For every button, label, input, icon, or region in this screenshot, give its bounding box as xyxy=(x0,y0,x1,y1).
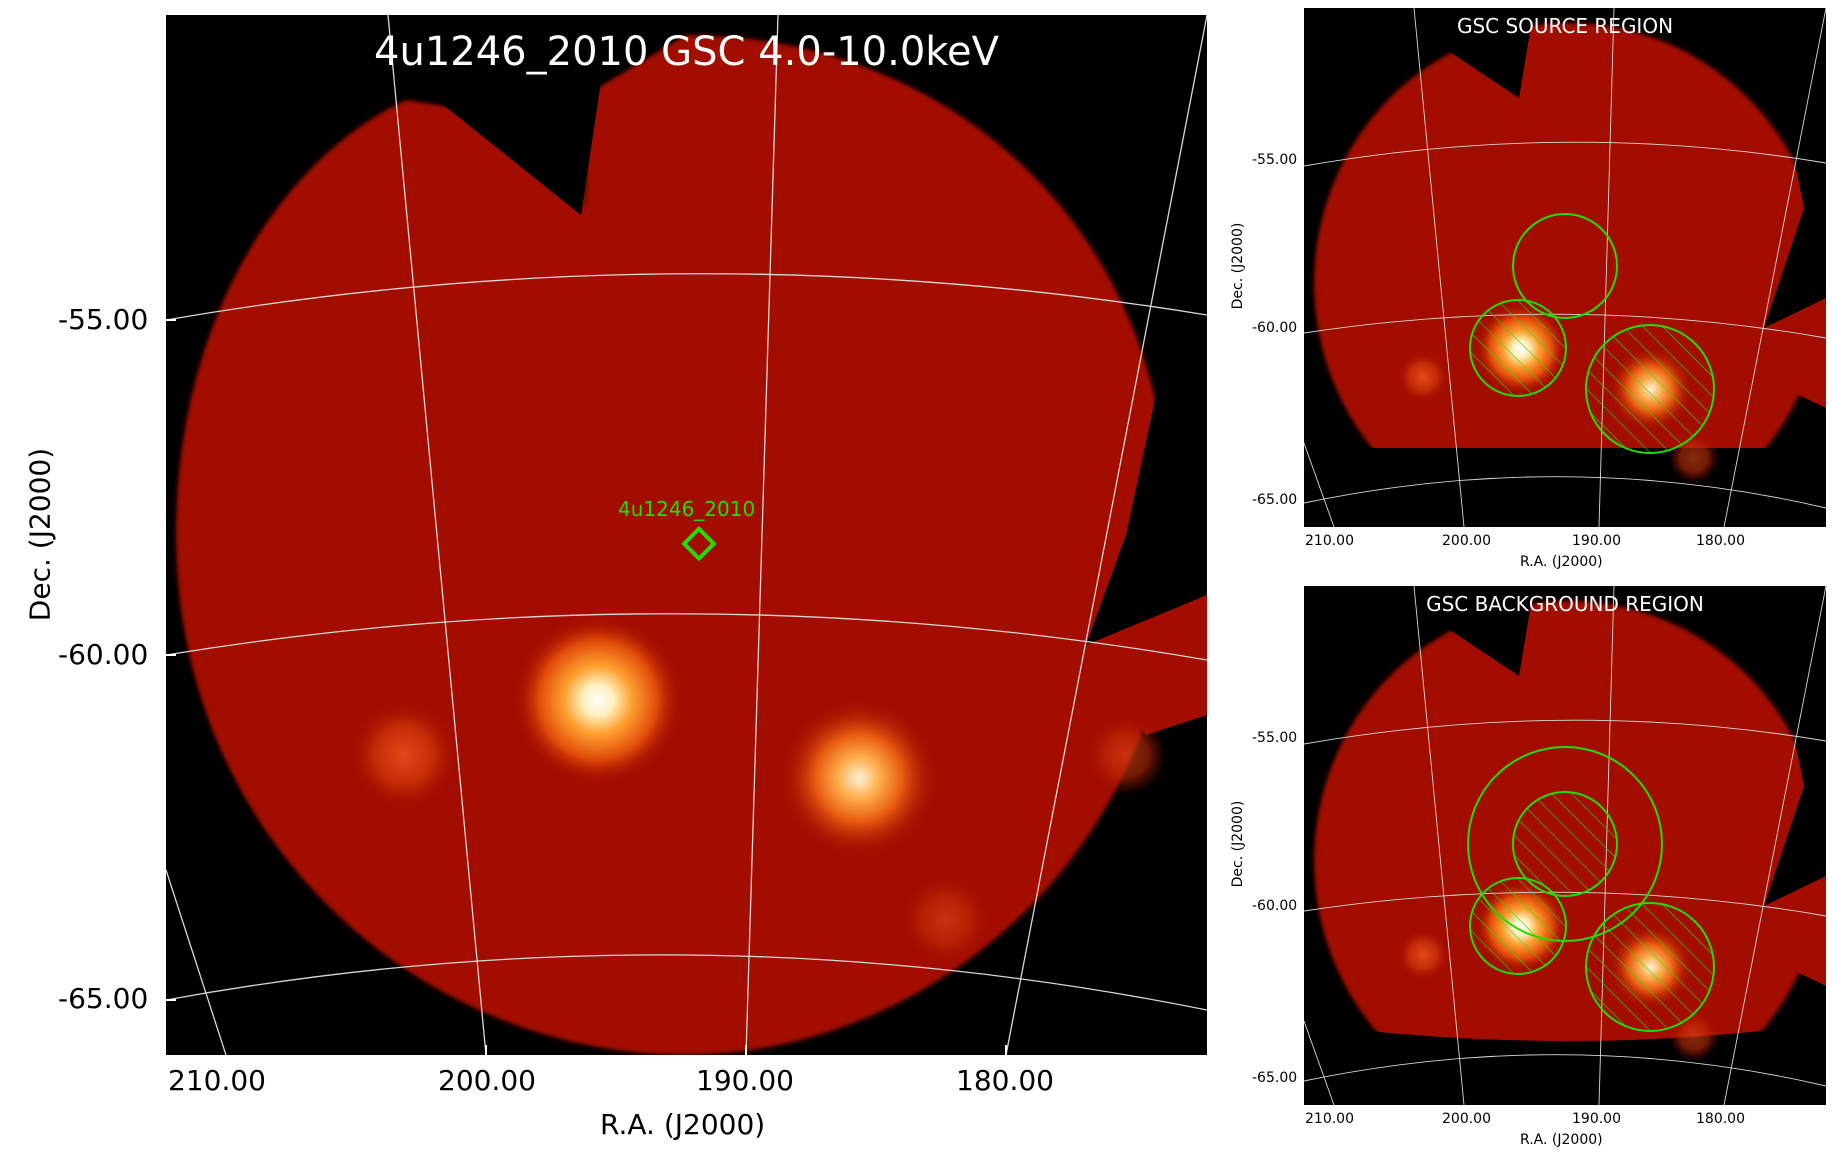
excluded-region-left xyxy=(1469,299,1567,397)
src-x-tick-3: 180.00 xyxy=(1696,533,1745,549)
bg-x-tick-1: 200.00 xyxy=(1442,1111,1491,1127)
source-panel-title: GSC SOURCE REGION xyxy=(1456,14,1674,38)
bg-x-tick-0: 210.00 xyxy=(1305,1111,1354,1127)
src-y-tick-2: -65.00 xyxy=(1252,492,1298,508)
source-marker-diamond xyxy=(681,526,717,562)
background-annulus-inner xyxy=(1512,791,1618,897)
main-x-tick-2: 190.00 xyxy=(696,1064,794,1097)
faint-source-right xyxy=(1086,715,1166,795)
field-of-view xyxy=(176,35,1207,1055)
src-x-tick-2: 190.00 xyxy=(1572,533,1621,549)
bg-y-tick-0: -55.00 xyxy=(1252,730,1298,746)
main-sky-image: 4u1246_2010 GSC 4.0-10.0keV 4u1246_2010 xyxy=(166,15,1207,1055)
src-y-tick-1: -60.00 xyxy=(1252,320,1298,336)
main-y-tick-1: -60.00 xyxy=(58,638,149,671)
main-title: 4u1246_2010 GSC 4.0-10.0keV xyxy=(374,29,999,75)
src-x-tick-1: 200.00 xyxy=(1442,533,1491,549)
bg-y-tick-1: -60.00 xyxy=(1252,898,1298,914)
src-x-tick-0: 210.00 xyxy=(1305,533,1354,549)
second-source xyxy=(779,698,939,858)
src-y-axis-label: Dec. (J2000) xyxy=(1230,222,1246,310)
main-x-tick-1: 200.00 xyxy=(438,1064,536,1097)
excluded-region-right xyxy=(1585,324,1715,454)
src-y-tick-0: -55.00 xyxy=(1252,152,1298,168)
coordinate-grid xyxy=(166,15,1207,1055)
main-y-axis-label: Dec. (J2000) xyxy=(23,447,57,622)
main-x-axis-label: R.A. (J2000) xyxy=(600,1108,766,1141)
fov-notch xyxy=(406,15,611,215)
bg-x-tick-3: 180.00 xyxy=(1696,1111,1745,1127)
bg-excluded-region-right xyxy=(1585,902,1715,1032)
source-region-image: GSC SOURCE REGION xyxy=(1304,8,1826,527)
main-x-tick-3: 180.00 xyxy=(956,1064,1054,1097)
main-y-tick-2: -65.00 xyxy=(58,982,149,1015)
bg-y-axis-label: Dec. (J2000) xyxy=(1230,800,1246,888)
bright-source xyxy=(513,615,683,785)
background-region-image: GSC BACKGROUND REGION xyxy=(1304,586,1826,1105)
faint-source-left xyxy=(349,700,459,810)
bg-y-tick-2: -65.00 xyxy=(1252,1070,1298,1086)
background-annulus-outer xyxy=(1467,746,1663,942)
main-y-tick-0: -55.00 xyxy=(58,303,149,336)
bg-x-axis-label: R.A. (J2000) xyxy=(1520,1132,1603,1148)
faint-source-lower xyxy=(901,875,991,965)
bg-x-tick-2: 190.00 xyxy=(1572,1111,1621,1127)
main-x-tick-0: 210.00 xyxy=(168,1064,266,1097)
background-panel-title: GSC BACKGROUND REGION xyxy=(1426,592,1704,616)
bg-excluded-region-left xyxy=(1469,877,1567,975)
source-region-circle-top xyxy=(1512,213,1618,319)
src-x-axis-label: R.A. (J2000) xyxy=(1520,554,1603,570)
source-label: 4u1246_2010 xyxy=(618,497,756,521)
